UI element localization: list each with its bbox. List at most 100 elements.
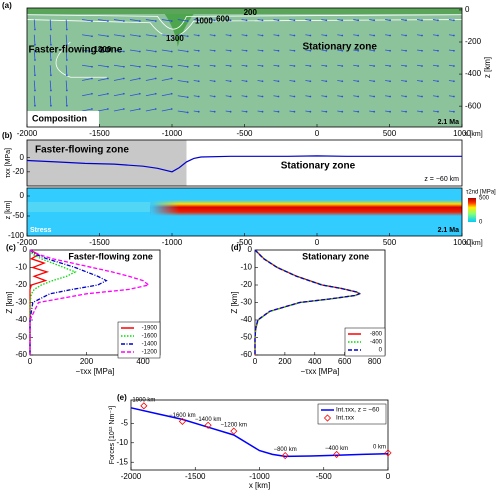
flow-arrow xyxy=(129,19,140,22)
flow-arrow-head xyxy=(186,65,189,68)
flow-arrow-head xyxy=(405,49,407,52)
flow-arrow-head xyxy=(389,80,391,83)
flow-arrow-head xyxy=(437,65,439,67)
y-tick-label: -600 xyxy=(465,101,482,110)
flow-arrow xyxy=(49,49,52,61)
point-label: 1900 km xyxy=(132,397,155,403)
flow-arrow xyxy=(82,64,93,68)
point-label: −1400 km xyxy=(195,417,222,423)
point-label: −1200 km xyxy=(221,423,248,429)
colorbar-label: τ2nd [MPa] xyxy=(466,190,496,196)
flow-arrow-head xyxy=(50,104,52,107)
x-tick-label: -1500 xyxy=(185,472,206,481)
flow-arrow-head xyxy=(245,65,248,67)
flow-arrow-head xyxy=(213,80,216,83)
y-tick-label: -200 xyxy=(465,37,482,46)
flow-arrow-head xyxy=(357,110,360,113)
force-point xyxy=(178,417,186,425)
x-tick-label: -1500 xyxy=(89,129,110,138)
flow-arrow-head xyxy=(122,77,125,80)
legend-label: Int.τxx, z = −60 xyxy=(336,407,380,414)
contour xyxy=(55,41,107,78)
annotation: Faster-flowing zone xyxy=(28,45,122,56)
flow-arrow-head xyxy=(122,108,125,110)
flow-arrow-head xyxy=(373,80,376,83)
flow-arrow-head xyxy=(452,49,455,52)
flow-arrow xyxy=(113,64,124,68)
x-tick-label: -1500 xyxy=(89,238,110,247)
annotation: Stationary zone xyxy=(303,41,378,52)
flow-arrow-head xyxy=(421,34,423,37)
legend-label: -1600 xyxy=(142,334,158,340)
annotation: Composition xyxy=(32,113,87,123)
stress-line xyxy=(26,155,462,173)
colorbar xyxy=(468,198,476,222)
flow-arrow-head xyxy=(229,80,232,83)
flow-arrow-head xyxy=(170,20,173,22)
flow-arrow-head xyxy=(91,50,93,53)
flow-arrow xyxy=(161,78,172,81)
flow-arrow-head xyxy=(277,95,280,98)
y-axis-label: z [km] xyxy=(5,201,12,220)
flow-arrow-head xyxy=(277,110,280,113)
flow-arrow xyxy=(33,34,36,45)
flow-arrow xyxy=(97,78,108,81)
profile-line xyxy=(254,249,362,355)
flow-arrow-head xyxy=(437,49,439,52)
y-tick-label: 0 xyxy=(20,153,25,162)
flow-arrow-head xyxy=(186,35,189,38)
flow-arrow-head xyxy=(229,95,232,98)
flow-arrow-head xyxy=(65,89,68,92)
annotation: 2.1 Ma xyxy=(438,227,460,234)
flow-arrow-head xyxy=(213,34,216,37)
flow-arrow-head xyxy=(170,77,173,80)
flow-arrow-head xyxy=(293,49,296,52)
flow-arrow-head xyxy=(437,80,439,83)
stress-band-fade xyxy=(150,200,180,216)
flow-arrow-head xyxy=(106,92,109,95)
flow-arrow-head xyxy=(437,95,439,98)
flow-arrow-head xyxy=(50,43,52,46)
flow-arrow-head xyxy=(229,65,232,67)
flow-arrow xyxy=(177,49,188,52)
x-tick-label: 0 xyxy=(315,129,320,138)
annotation: Stationary zone xyxy=(281,161,356,172)
flow-arrow-head xyxy=(373,19,376,22)
flow-arrow-head xyxy=(91,77,93,80)
flow-arrow-head xyxy=(389,110,391,113)
x-tick-label: -500 xyxy=(236,238,253,247)
flow-arrow-head xyxy=(309,80,312,83)
flow-arrow-head xyxy=(389,19,391,22)
flow-arrow-head xyxy=(309,95,312,98)
flow-arrow xyxy=(145,108,156,112)
x-axis-label: x [km] xyxy=(464,131,483,138)
flow-arrow-head xyxy=(34,89,36,92)
flow-arrow-head xyxy=(357,95,360,98)
flow-arrow-head xyxy=(186,81,189,83)
flow-arrow-head xyxy=(245,110,248,113)
panel-label: (c) xyxy=(6,243,16,252)
shaded-region xyxy=(27,140,187,186)
x-tick-label: 200 xyxy=(80,357,94,366)
flow-arrow-head xyxy=(170,65,173,68)
x-tick-label: -2000 xyxy=(121,472,142,481)
flow-arrow-head xyxy=(197,95,200,98)
flow-arrow xyxy=(33,49,36,61)
flow-arrow xyxy=(65,49,68,61)
y-tick-label: -30 xyxy=(240,298,252,307)
flow-arrow-head xyxy=(373,65,376,67)
flow-arrow-head xyxy=(325,65,328,67)
flow-arrow-head xyxy=(357,19,360,22)
flow-arrow-head xyxy=(138,65,141,68)
flow-arrow-head xyxy=(357,80,360,83)
flow-arrow xyxy=(161,19,172,22)
flow-arrow-head xyxy=(186,50,189,53)
flow-arrow xyxy=(177,80,188,83)
flow-arrow xyxy=(161,34,172,37)
flow-arrow-head xyxy=(170,108,173,110)
contour xyxy=(26,14,463,30)
flow-arrow-head xyxy=(293,65,296,67)
annotation: Stress xyxy=(30,227,52,234)
x-tick-label: 500 xyxy=(383,238,397,247)
flow-arrow-head xyxy=(341,110,344,113)
